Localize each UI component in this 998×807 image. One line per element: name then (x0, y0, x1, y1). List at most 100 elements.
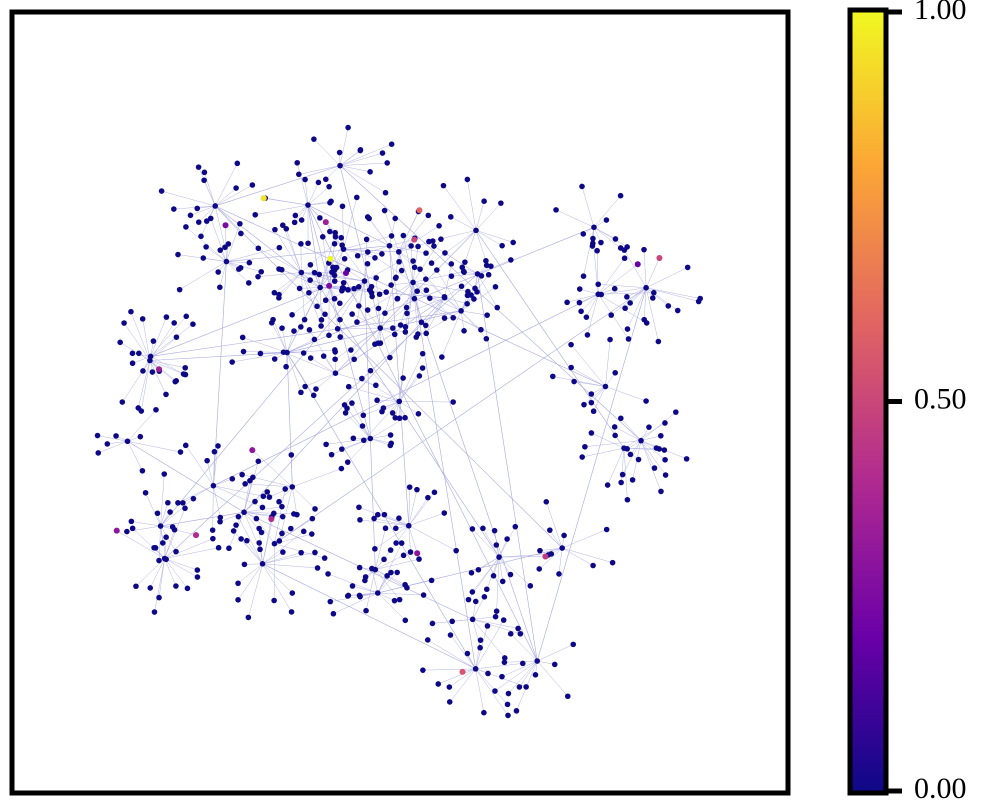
node (382, 525, 389, 532)
edge (370, 370, 400, 402)
node (351, 356, 357, 363)
node (345, 592, 352, 599)
node (493, 542, 500, 548)
node (625, 336, 632, 342)
edge (380, 327, 391, 358)
edge (304, 179, 309, 206)
edge (291, 285, 330, 316)
node (603, 217, 610, 223)
edge (614, 426, 642, 441)
node (276, 266, 282, 272)
edge (131, 521, 161, 527)
edge (444, 297, 468, 304)
node (113, 433, 119, 439)
node (215, 544, 222, 551)
node (382, 310, 388, 316)
edge (601, 287, 647, 295)
node (485, 271, 492, 278)
node (556, 571, 562, 577)
node (414, 288, 420, 295)
edge (593, 227, 621, 249)
edge (150, 285, 330, 357)
edge (347, 289, 381, 329)
node (215, 269, 222, 275)
edge (389, 239, 415, 247)
node (396, 398, 403, 405)
edge (422, 668, 476, 671)
node (238, 230, 244, 237)
node (308, 531, 315, 537)
node (661, 447, 668, 453)
edge (472, 596, 485, 620)
node-highlight (322, 219, 329, 226)
edge (339, 143, 392, 166)
node (165, 499, 171, 506)
edge (482, 528, 500, 558)
node (238, 536, 244, 542)
node (182, 442, 189, 449)
node (420, 667, 426, 673)
node (450, 399, 456, 405)
edge (464, 230, 477, 263)
node (394, 295, 401, 302)
node (500, 617, 507, 623)
edge (244, 511, 294, 515)
node (381, 556, 387, 563)
edge (549, 530, 563, 549)
edge (97, 435, 128, 442)
edge (142, 318, 151, 361)
node (360, 437, 367, 444)
node (195, 164, 202, 170)
node (171, 526, 178, 533)
edge (164, 508, 186, 559)
edge (380, 307, 407, 329)
node (431, 243, 437, 249)
edge (240, 538, 263, 564)
edge (149, 336, 177, 361)
edge (274, 272, 302, 293)
edge (214, 205, 226, 248)
edge (248, 563, 263, 618)
edge (177, 485, 214, 504)
edge (640, 440, 662, 492)
edge (286, 228, 302, 273)
edge (173, 205, 216, 210)
edge (605, 372, 616, 387)
edge (378, 308, 381, 329)
node (364, 260, 371, 267)
node (459, 264, 466, 271)
node (423, 330, 430, 337)
node (355, 284, 362, 290)
edge (213, 478, 233, 486)
edge (475, 663, 523, 670)
edge (265, 197, 309, 206)
edge (498, 556, 511, 575)
node (367, 367, 374, 374)
edge (262, 563, 292, 613)
node (501, 659, 508, 666)
node (307, 277, 313, 283)
node (612, 236, 619, 242)
node (253, 515, 260, 522)
node (415, 411, 422, 417)
node (483, 262, 490, 269)
edge (475, 668, 508, 705)
node (396, 249, 402, 255)
edge (348, 386, 400, 402)
node (302, 383, 308, 390)
edge (214, 163, 238, 207)
edge (375, 569, 400, 600)
edge (335, 230, 477, 374)
node (332, 349, 338, 355)
node (309, 515, 316, 522)
node (194, 574, 201, 580)
node (590, 562, 596, 569)
edge (132, 353, 151, 357)
node (354, 319, 360, 325)
edge (640, 440, 666, 476)
node (537, 547, 543, 554)
node (210, 482, 217, 489)
edge (375, 528, 386, 570)
edge (352, 585, 378, 594)
edge (375, 555, 404, 570)
